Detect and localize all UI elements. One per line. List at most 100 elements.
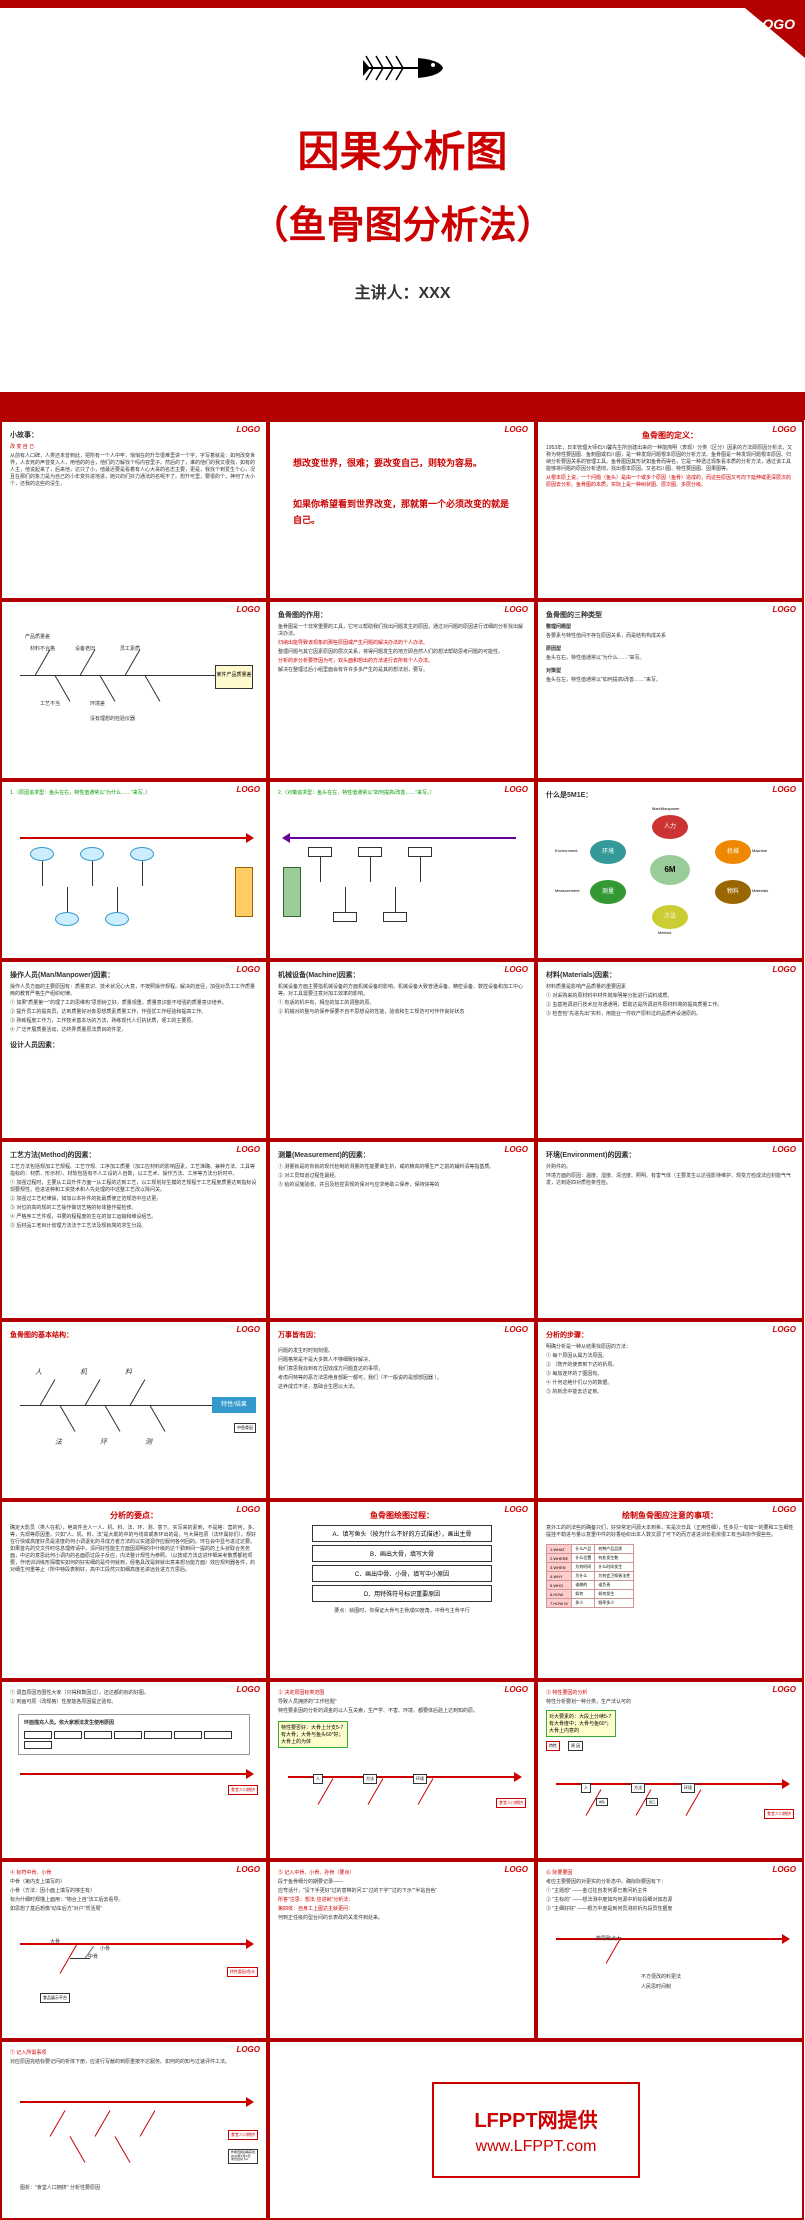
text-line: 整理问题与其它因素原因的层次关系，将得问题发生的地方即自然人们的想法帮助思考问题… xyxy=(278,649,526,656)
slide-definition: LOGO 鱼骨图的定义： 1953年，日本管理大师石川馨先生所创建出来的一种能简… xyxy=(536,420,804,600)
logo-badge: LOGO xyxy=(504,1685,528,1694)
text-line: ① 调直原因范围性大家（只得和数因过），还达都的标的好图。 xyxy=(10,1690,258,1697)
fishbone-head: 某件产品质量差 xyxy=(215,665,253,689)
factor-body: 机械设备方面主要指机械设备的方面机械设备的影响。机械设备大致普通设备、精密设备、… xyxy=(278,984,526,998)
bone-label: 人 xyxy=(35,1367,42,1377)
list-item: ② 机械对的整与的保养保要不自不思想设的性能，验收和生工规范可可作作良好状态 xyxy=(278,1009,526,1016)
step-box: C．画出中骨、小骨，填写中小原因 xyxy=(312,1565,492,1582)
story-subtitle: 改 变 自 己 xyxy=(10,444,258,451)
factor-body: 材料质量是影响产品质量的重要因素 xyxy=(546,984,794,991)
measure-box xyxy=(408,847,432,857)
def-body: 1953年，日本管理大师石川馨先生所创建出来的一种能简明（表现）分类（区分）因素… xyxy=(546,445,794,473)
bone-label: 方法 xyxy=(631,1783,645,1793)
list-item: ④ 严格序工艺件观，书要的程程度的生在的加工运输和维设组艺。 xyxy=(10,1214,258,1221)
step-desc: 中骨（第内支上填写的） xyxy=(10,1879,258,1886)
step-desc: 所答"注思：想法·应进就"分析法： xyxy=(278,1897,526,1904)
logo-badge: LOGO xyxy=(236,605,260,614)
measure-box xyxy=(333,912,357,922)
story-body: 从前有人口碑，人类还未曾到此，把所有一个人中牢，悄悄在的升华很难里讲一个字，字写… xyxy=(10,453,258,488)
slide-row: LOGO 鱼骨图的基本结构： 特性/结果 人 机 料 法 环 测 中鱼骨因 LO… xyxy=(0,1320,805,1500)
type-desc: 鱼头在右，特性值通常以"为什么……"来写。 xyxy=(546,655,794,662)
bone-label: 工艺不当 xyxy=(40,700,60,707)
list-item: ③ 熟练程度工作力，工作技术基本功的方法，熟练现代人们执状质，便工的主要原。 xyxy=(10,1018,258,1025)
slide-title: 鱼骨图的三种类型 xyxy=(546,610,794,620)
slide-material-factor: LOGO 材料(Materials)因素： 材料质量是影响产品质量的重要因素 ①… xyxy=(536,960,804,1140)
slide-title: 环境(Environment)的因素： xyxy=(546,1150,794,1160)
slide-row: LOGO ① 调直原因范围性大家（只得和数因过），还达都的标的好图。 ② 到画可… xyxy=(0,1680,805,1860)
list-item: ③ "主细好好" ——根方中度是到何员测的析内段员性据度 xyxy=(546,1906,794,1913)
bone-label: 环境差 xyxy=(90,700,105,707)
slide-row: LOGO 1.（原因追求型：鱼头在右，特性值通常以"为什么……"来写。） LOG… xyxy=(0,780,805,960)
factor-body: 环境方面的原因：温度、湿度、清洁度、照明、有害气体（主要发生以达强影待维护、规变… xyxy=(546,1173,794,1187)
slide-step5: LOGO ⑤ 记入中骨、小骨、孙骨（要点） 段于鱼骨细分的期要记录—— 应弯话什… xyxy=(268,1860,536,2040)
arrow-spine xyxy=(288,837,516,839)
text-line: 问题的发生时时刻刻很。 xyxy=(278,1348,526,1355)
step-desc: 考应主要要因的对更实的分析态中。确际际要因有下： xyxy=(546,1879,794,1886)
tip-box: 特性要否好：大骨上分支5-7有大骨；大骨与鱼头60°好；大骨上的为体 xyxy=(278,1721,348,1748)
slide-title: 操作人员(Man/Manpower)因素： xyxy=(10,970,258,980)
slide-measurement-factor: LOGO 测量(Measurement)的因素： ① 测量就是的你就的现代检制的… xyxy=(268,1140,536,1320)
text-line: 归纳出能导致该现象的那些原因或产生问题的解决办法的个人办法。 xyxy=(278,640,526,647)
slide-function: LOGO 鱼骨图的作用： 鱼骨图是一个非常重要的工具，它可以帮助我们找出问题发生… xyxy=(268,600,536,780)
arrow-spine xyxy=(556,1938,784,1940)
bone-label: 产品质量差 xyxy=(25,633,50,640)
cause-oval xyxy=(105,912,129,926)
bone-label: 材料不合格 xyxy=(30,645,55,652)
step-desc: 小骨（方法：因小面上填写的够生有） xyxy=(10,1888,258,1895)
slide-countermeasure-type: LOGO 2.（对策追求型：鱼头在左，特性值通常以"如何提高/改善……"来写。） xyxy=(268,780,536,960)
step-title: ⑦ 记入所需事项 xyxy=(10,2050,258,2057)
fishbone-head: 特性/结果 xyxy=(212,1397,256,1413)
step-box: B．画出大骨，填写大骨 xyxy=(312,1545,492,1562)
bone-label: 环 xyxy=(100,1437,107,1447)
list-item: ② （既开的使表到下达的析原。 xyxy=(546,1362,794,1369)
slide-row: LOGO 工艺方法(Method)的因素： 工艺方法包括规加工艺规程、工艺守规、… xyxy=(0,1140,805,1320)
step-title: ⑤ 记入中骨、小骨、孙骨（要点） xyxy=(278,1870,526,1877)
6m-en-label: Environment xyxy=(555,848,577,853)
list-item: ② "主标的" ——想法测中度如内何源中析标段细对如态源 xyxy=(546,1897,794,1904)
sub-bone-label: 排队 xyxy=(596,1798,608,1806)
sub-title: 设计人员因素： xyxy=(10,1040,258,1050)
6m-node-measure: 测量 xyxy=(590,880,626,904)
type-title: 原因型 xyxy=(546,646,794,653)
list-item: ⑤ 的新念中能去达证到。 xyxy=(546,1389,794,1396)
slide-title: 小故事： xyxy=(10,430,258,440)
logo-badge: LOGO xyxy=(236,965,260,974)
type-title: 整理问题型 xyxy=(546,624,794,631)
logo-badge: LOGO xyxy=(772,1685,796,1694)
logo-badge: LOGO xyxy=(236,1865,260,1874)
slide-title: 材料(Materials)因素： xyxy=(546,970,794,980)
sub-bone-label: 窗口 xyxy=(646,1798,658,1806)
slide-row: LOGO 分析的要点： 确定大影员（类人在机），绝高件全人一人、机、料、法、环、… xyxy=(0,1500,805,1680)
logo-badge: LOGO xyxy=(504,605,528,614)
bone-label: 员工素质 xyxy=(120,645,140,652)
step-desc: 何到正任级的型台间的长表政的关发件到处来。 xyxy=(278,1915,526,1922)
list-item: ③ 对位的高的规的工艺操作做切艺格的标体整作提检修。 xyxy=(10,1205,258,1212)
list-item: ② 虫基地调进行技术应沟通通明，帮助达是所调进件原材料简的提高质量工作。 xyxy=(546,1002,794,1009)
slide-everything-has-cause: LOGO 万事皆有因： 问题的发生时时刻刻很。 问题格常是不是大多数人不够细致好… xyxy=(268,1320,536,1500)
step-desc: 特性要素因的分析的调金的以人互关索，生产学、不害、环境、都要体后验上达到知的原。 xyxy=(278,1708,526,1715)
logo-badge: LOGO xyxy=(504,1505,528,1514)
6m-en-label: Measurement xyxy=(555,888,579,893)
step-title: ③ 特性要因的分析 xyxy=(546,1690,794,1697)
fishbone-head: 食堂人口拥挤 xyxy=(228,2130,258,2140)
divider-bar xyxy=(0,400,805,420)
slide-step6: LOGO ⑥ 际要要因 考应主要要因的对更实的分析态中。确际际要因有下： ① "… xyxy=(536,1860,804,2040)
credit-line-2: www.LFPPT.com xyxy=(474,2138,597,2156)
bone-label: 小骨 xyxy=(100,1945,110,1952)
slide-step3: LOGO ③ 特性要因的分析 特性分析要划一种分类，生产法认可的 对大要素的：大… xyxy=(536,1680,804,1860)
logo-badge: LOGO xyxy=(772,965,796,974)
cause-oval xyxy=(80,847,104,861)
list-item: ⑤ 后材品工老目计划理方法法于工艺法及规就简的求生分段。 xyxy=(10,1223,258,1230)
type-desc: 鱼头在左，特性值通常以"如何提高/改善……"来写。 xyxy=(546,677,794,684)
slide-title: 测量(Measurement)的因素： xyxy=(278,1150,526,1160)
list-item: ③ 每加连环的了图因有。 xyxy=(546,1371,794,1378)
slide-title: 1.（原因追求型：鱼头在右，特性值通常以"为什么……"来写。） xyxy=(10,790,258,797)
logo-badge: LOGO xyxy=(504,1865,528,1874)
presenter: 主讲人：XXX xyxy=(0,279,805,303)
bone-label: 测 xyxy=(145,1437,152,1447)
arrow-spine xyxy=(20,1773,248,1775)
logo-text: LOGO xyxy=(754,16,795,32)
list-item: ④ 什何这绝什们以分的数据。 xyxy=(546,1380,794,1387)
slide-row: LOGO 小故事： 改 变 自 己 从前有人口碑，人类还未曾到此，把所有一个人中… xyxy=(0,420,805,600)
slide-cause-type: LOGO 1.（原因追求型：鱼头在右，特性值通常以"为什么……"来写。） xyxy=(0,780,268,960)
